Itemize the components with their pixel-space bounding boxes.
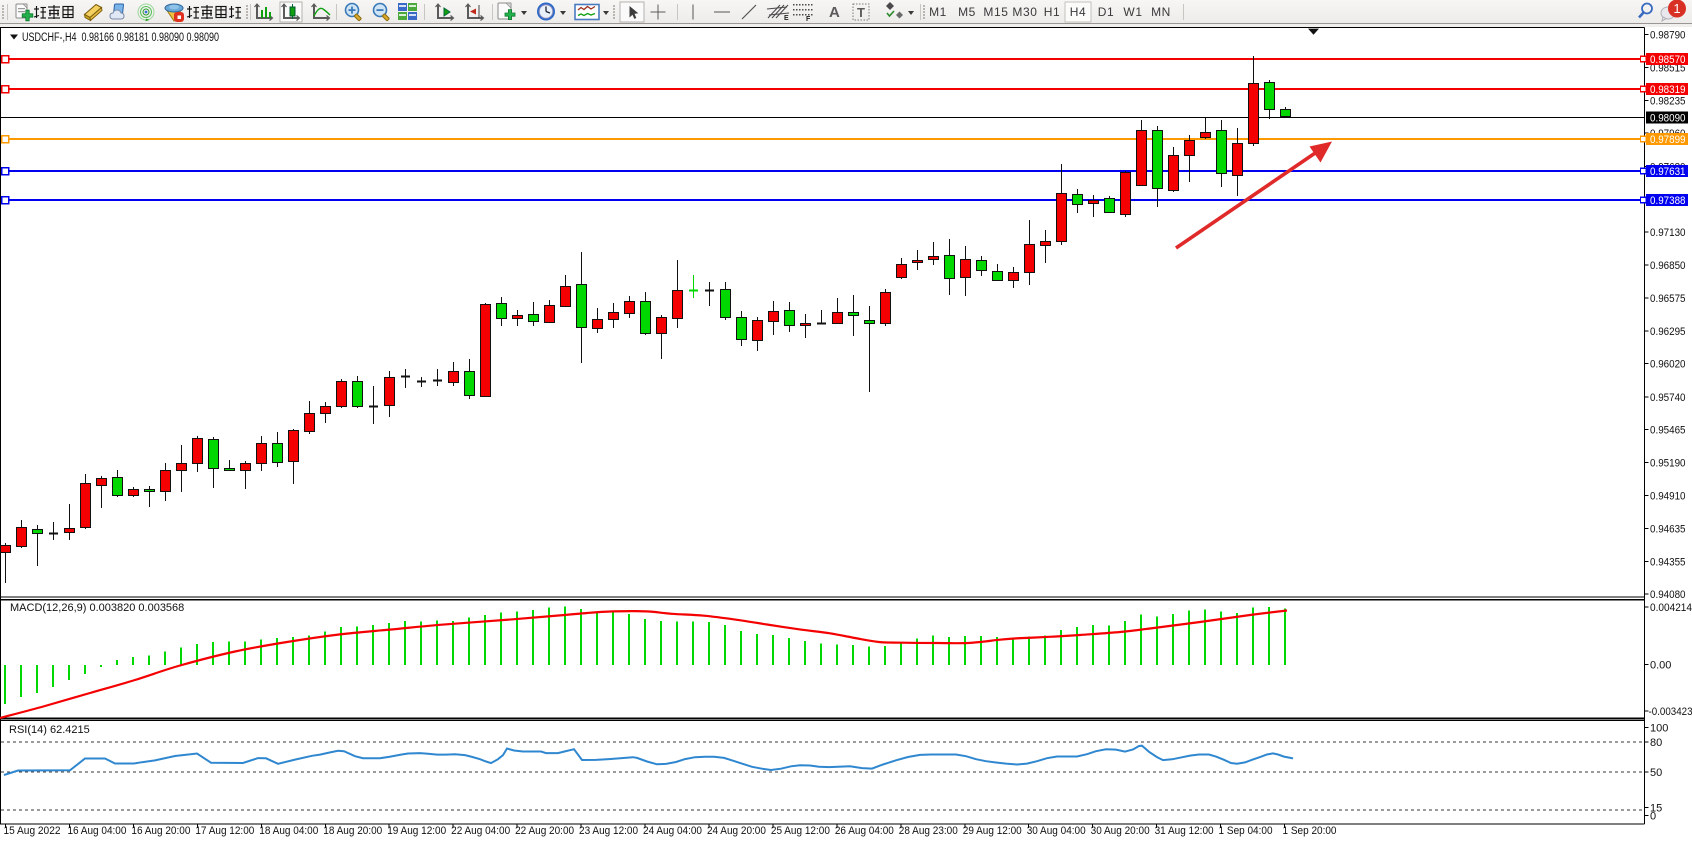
- svg-text:M30: M30: [1012, 5, 1037, 19]
- svg-text:23 Aug 12:00: 23 Aug 12:00: [579, 825, 638, 837]
- svg-text:16 Aug 04:00: 16 Aug 04:00: [67, 825, 126, 837]
- svg-text:25 Aug 12:00: 25 Aug 12:00: [771, 825, 830, 837]
- svg-text:0.98515: 0.98515: [1650, 62, 1686, 74]
- svg-text:W1: W1: [1123, 5, 1142, 19]
- svg-text:22 Aug 04:00: 22 Aug 04:00: [451, 825, 510, 837]
- svg-text:0.95465: 0.95465: [1650, 425, 1686, 437]
- svg-text:0.98790: 0.98790: [1650, 30, 1686, 42]
- svg-text:26 Aug 04:00: 26 Aug 04:00: [835, 825, 894, 837]
- svg-text:100: 100: [1650, 723, 1668, 735]
- svg-text:MN: MN: [1151, 5, 1171, 19]
- svg-text:18 Aug 04:00: 18 Aug 04:00: [259, 825, 318, 837]
- svg-text:0.00: 0.00: [1650, 660, 1671, 672]
- svg-text:30 Aug 04:00: 30 Aug 04:00: [1027, 825, 1086, 837]
- svg-text:-0.003423: -0.003423: [1649, 706, 1692, 718]
- svg-text:M1: M1: [929, 5, 947, 19]
- svg-text:1 Sep 04:00: 1 Sep 04:00: [1219, 825, 1273, 837]
- svg-text:17 Aug 12:00: 17 Aug 12:00: [195, 825, 254, 837]
- svg-text:M5: M5: [958, 5, 976, 19]
- svg-text:0.95190: 0.95190: [1650, 457, 1686, 469]
- svg-text:31 Aug 12:00: 31 Aug 12:00: [1155, 825, 1214, 837]
- svg-text:0.97130: 0.97130: [1650, 227, 1686, 239]
- svg-text:A: A: [829, 4, 840, 21]
- svg-text:0.004214: 0.004214: [1650, 602, 1692, 614]
- svg-text:0.97388: 0.97388: [1650, 195, 1686, 207]
- svg-text:D1: D1: [1098, 5, 1115, 19]
- svg-text:0.97899: 0.97899: [1650, 134, 1686, 146]
- svg-text:0.97631: 0.97631: [1650, 166, 1686, 178]
- svg-text:0.95740: 0.95740: [1650, 392, 1686, 404]
- svg-text:H1: H1: [1044, 5, 1061, 19]
- svg-text:18 Aug 20:00: 18 Aug 20:00: [323, 825, 382, 837]
- svg-text:0.94635: 0.94635: [1650, 523, 1686, 535]
- svg-text:RSI(14) 62.4215: RSI(14) 62.4215: [9, 724, 90, 736]
- svg-text:24 Aug 20:00: 24 Aug 20:00: [707, 825, 766, 837]
- svg-text:0.98319: 0.98319: [1650, 84, 1686, 96]
- svg-text:E: E: [784, 15, 789, 22]
- svg-text:16 Aug 20:00: 16 Aug 20:00: [131, 825, 190, 837]
- svg-text:50: 50: [1650, 767, 1662, 779]
- svg-text:0: 0: [1650, 811, 1656, 823]
- svg-text:0.98570: 0.98570: [1650, 54, 1686, 66]
- svg-text:22 Aug 20:00: 22 Aug 20:00: [515, 825, 574, 837]
- svg-text:0.96575: 0.96575: [1650, 293, 1686, 305]
- svg-text:T: T: [857, 5, 865, 20]
- svg-text:15 Aug 2022: 15 Aug 2022: [4, 825, 61, 837]
- svg-text:0.96850: 0.96850: [1650, 260, 1686, 272]
- svg-text:M15: M15: [983, 5, 1008, 19]
- svg-text:0.98090: 0.98090: [1650, 112, 1686, 124]
- svg-text:USDCHF-,H4 0.98166 0.98181 0.: USDCHF-,H4 0.98166 0.98181 0.98090 0.980…: [22, 32, 219, 44]
- svg-text:0.96020: 0.96020: [1650, 359, 1686, 371]
- svg-text:29 Aug 12:00: 29 Aug 12:00: [963, 825, 1022, 837]
- svg-text:0.94080: 0.94080: [1650, 589, 1686, 601]
- svg-text:H4: H4: [1070, 5, 1087, 19]
- svg-text:0.94355: 0.94355: [1650, 557, 1686, 569]
- svg-text:15: 15: [1650, 803, 1662, 815]
- svg-text:F: F: [806, 16, 811, 23]
- svg-text:28 Aug 23:00: 28 Aug 23:00: [899, 825, 958, 837]
- svg-text:19 Aug 12:00: 19 Aug 12:00: [387, 825, 446, 837]
- svg-text:30 Aug 20:00: 30 Aug 20:00: [1091, 825, 1150, 837]
- svg-text:0.98235: 0.98235: [1650, 96, 1686, 108]
- svg-text:1 Sep 20:00: 1 Sep 20:00: [1283, 825, 1337, 837]
- svg-text:1: 1: [1673, 1, 1680, 16]
- svg-text:24 Aug 04:00: 24 Aug 04:00: [643, 825, 702, 837]
- svg-text:0.94910: 0.94910: [1650, 491, 1686, 503]
- svg-text:80: 80: [1650, 737, 1662, 749]
- svg-text:MACD(12,26,9) 0.003820 0.00356: MACD(12,26,9) 0.003820 0.003568: [10, 602, 184, 614]
- svg-text:0.96295: 0.96295: [1650, 326, 1686, 338]
